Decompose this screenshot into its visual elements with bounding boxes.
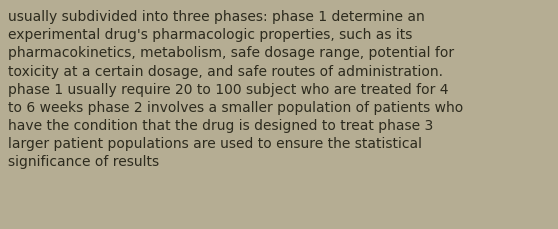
Text: usually subdivided into three phases: phase 1 determine an
experimental drug's p: usually subdivided into three phases: ph…: [8, 10, 463, 169]
